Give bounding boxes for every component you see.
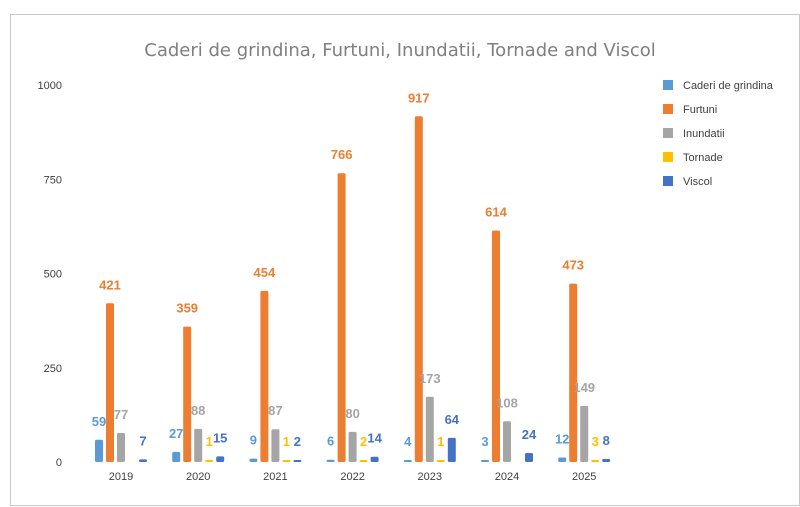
data-label: 27 [169, 426, 183, 441]
data-label: 8 [603, 433, 610, 448]
legend-swatch [663, 80, 673, 90]
data-label: 1 [206, 434, 213, 449]
bar-inundatii-2025 [580, 405, 589, 462]
bar-caderi-de-grindina-2020 [172, 451, 181, 462]
data-label: 7 [139, 433, 146, 448]
legend-label: Furtuni [683, 104, 717, 116]
bar-furtuni-2022 [337, 173, 346, 462]
bar-viscol-2024 [525, 452, 533, 462]
data-label: 4 [404, 434, 412, 449]
bar-viscol-2021 [293, 460, 302, 462]
bar-furtuni-2025 [569, 283, 578, 462]
data-label: 6 [327, 434, 334, 449]
bar-tornade-2023 [436, 460, 445, 462]
data-label: 59 [92, 414, 106, 429]
data-label: 3 [592, 434, 599, 449]
data-label: 421 [99, 277, 121, 292]
legend-swatch [663, 128, 673, 138]
bar-caderi-de-grindina-2023 [403, 460, 412, 462]
data-label: 2 [360, 434, 367, 449]
bar-furtuni-2021 [260, 290, 269, 462]
data-label: 24 [522, 427, 537, 442]
bar-furtuni-2020 [183, 326, 192, 462]
data-label: 2 [294, 434, 301, 449]
x-tick-label: 2022 [340, 471, 364, 483]
data-label: 614 [485, 205, 507, 220]
bar-inundatii-2020 [194, 428, 203, 462]
data-label: 108 [496, 395, 518, 410]
legend-label: Caderi de grindina [683, 80, 774, 92]
data-label: 3 [481, 434, 488, 449]
bar-tornade-2025 [591, 460, 600, 462]
x-tick-label: 2023 [418, 471, 442, 483]
bar-tornade-2020 [205, 460, 214, 462]
bar-viscol-2023 [447, 437, 456, 462]
data-label: 149 [573, 380, 595, 395]
bar-caderi-de-grindina-2021 [249, 458, 258, 462]
legend-swatch [663, 104, 673, 114]
data-label: 1 [283, 434, 290, 449]
y-tick-label: 1000 [38, 80, 62, 92]
x-tick-label: 2020 [186, 471, 210, 483]
legend-swatch [663, 152, 673, 162]
x-tick-label: 2019 [109, 471, 133, 483]
bar-caderi-de-grindina-2025 [558, 457, 567, 462]
legend-swatch [663, 176, 673, 186]
bar-inundatii-2019 [117, 432, 125, 462]
data-label: 15 [213, 430, 227, 445]
legend-label: Viscol [683, 176, 712, 188]
bar-furtuni-2019 [106, 303, 114, 462]
bar-inundatii-2023 [425, 396, 434, 462]
y-tick-label: 0 [56, 457, 62, 469]
bar-viscol-2019 [139, 459, 147, 462]
data-label: 766 [331, 147, 353, 162]
bar-caderi-de-grindina-2022 [326, 459, 335, 462]
y-tick-label: 250 [44, 363, 62, 375]
y-tick-label: 500 [44, 269, 62, 281]
legend-label: Inundatii [683, 128, 725, 140]
x-tick-label: 2021 [263, 471, 287, 483]
data-label: 14 [367, 431, 382, 446]
bar-viscol-2022 [370, 456, 379, 462]
data-label: 80 [345, 406, 359, 421]
data-label: 87 [268, 403, 282, 418]
bar-caderi-de-grindina-2019 [95, 439, 103, 462]
bar-inundatii-2021 [271, 429, 280, 462]
data-label: 88 [191, 403, 205, 418]
bar-inundatii-2022 [348, 431, 357, 462]
bar-inundatii-2024 [503, 421, 511, 462]
data-label: 173 [419, 371, 441, 386]
chart-title: Caderi de grindina, Furtuni, Inundatii, … [144, 40, 656, 61]
chart-frame [10, 14, 800, 506]
bar-viscol-2025 [602, 458, 611, 462]
data-label: 473 [562, 258, 584, 273]
data-label: 77 [114, 407, 128, 422]
data-label: 9 [250, 433, 257, 448]
data-label: 1 [437, 434, 444, 449]
bar-furtuni-2023 [414, 116, 423, 462]
data-label: 12 [555, 431, 569, 446]
legend-label: Tornade [683, 152, 723, 164]
bar-tornade-2021 [282, 460, 291, 462]
x-tick-label: 2024 [495, 471, 519, 483]
data-label: 917 [408, 90, 430, 105]
y-tick-label: 750 [44, 174, 62, 186]
bar-caderi-de-grindina-2024 [481, 460, 489, 462]
bar-viscol-2020 [216, 456, 225, 462]
data-label: 64 [445, 412, 460, 427]
data-label: 454 [254, 265, 276, 280]
x-tick-label: 2025 [572, 471, 596, 483]
bar-tornade-2022 [359, 460, 368, 462]
data-label: 359 [176, 301, 198, 316]
bar-furtuni-2024 [492, 230, 500, 462]
